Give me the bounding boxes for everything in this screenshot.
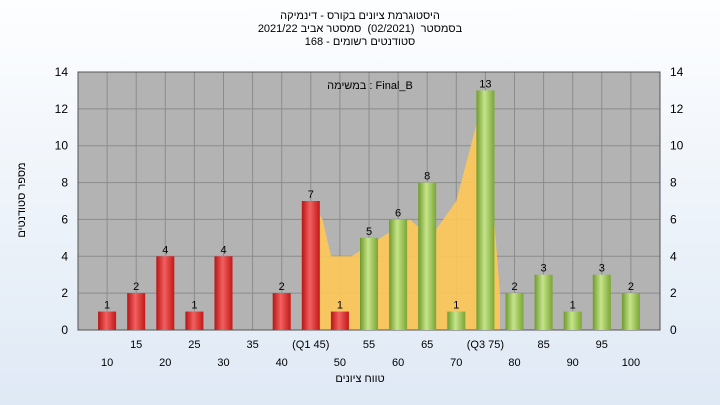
x-tick-label: 85: [537, 339, 549, 351]
bar-value-label: 6: [395, 207, 401, 219]
y-tick-label-right: 14: [670, 65, 684, 79]
x-tick-label: 95: [596, 339, 608, 351]
x-tick-label: (Q1 45): [292, 339, 329, 351]
bar-value-label: 4: [220, 244, 226, 256]
y-tick-label-right: 12: [670, 102, 684, 116]
bar-value-label: 1: [453, 300, 459, 312]
bar-value-label: 7: [308, 189, 314, 201]
histogram-bar: [272, 293, 291, 330]
histogram-bar: [360, 237, 378, 330]
y-tick-label-left: 10: [55, 139, 69, 153]
y-tick-label-right: 10: [670, 139, 684, 153]
histogram-bar: [156, 256, 175, 330]
x-tick-label: 10: [101, 357, 113, 369]
x-tick-label: 60: [392, 357, 404, 369]
histogram-bar: [563, 311, 582, 330]
bar-value-label: 4: [162, 244, 168, 256]
chart-title: היסטוגרמת ציונים בקורס - דינמיקה: [280, 10, 440, 22]
task-annotation: במשימה : Final_B: [327, 80, 413, 92]
histogram-bar: [505, 293, 524, 330]
bar-value-label: 2: [279, 281, 285, 293]
y-tick-label-right: 2: [670, 286, 677, 300]
bar-value-label: 8: [424, 171, 430, 183]
x-tick-label: 90: [567, 357, 579, 369]
y-tick-label-left: 0: [61, 323, 68, 337]
histogram-bar: [621, 293, 640, 330]
x-tick-label: (Q3 75): [467, 339, 504, 351]
y-tick-label-left: 8: [61, 176, 68, 190]
chart-subtitle-semester: בסמסטר (02/2021) סמסטר אביב 2021/22: [257, 23, 463, 35]
histogram-bar: [447, 311, 466, 330]
y-tick-label-right: 4: [670, 249, 677, 263]
x-tick-label: 15: [130, 339, 142, 351]
histogram-bar: [418, 182, 437, 330]
histogram-bar: [476, 90, 495, 330]
bar-value-label: 1: [337, 300, 343, 312]
bar-value-label: 5: [366, 226, 372, 238]
bar-value-label: 1: [570, 300, 576, 312]
x-tick-label: 40: [276, 357, 288, 369]
x-tick-label: 55: [363, 339, 375, 351]
y-tick-label-left: 12: [55, 102, 69, 116]
bar-value-label: 1: [191, 300, 197, 312]
chart-title-block: היסטוגרמת ציונים בקורס - דינמיקה בסמסטר …: [0, 10, 720, 49]
histogram-bar: [592, 274, 611, 330]
x-axis-label: טווח ציונים: [335, 373, 385, 385]
x-tick-label: 80: [508, 357, 520, 369]
y-tick-label-right: 8: [670, 176, 677, 190]
histogram-bar: [534, 274, 553, 330]
x-tick-label: 65: [421, 339, 433, 351]
y-axis-label: מספר סטודנטים: [16, 162, 28, 238]
histogram-bar: [185, 311, 204, 330]
histogram-bar: [389, 219, 408, 330]
histogram-bar: [127, 293, 146, 330]
x-tick-label: 50: [334, 357, 346, 369]
bar-value-label: 2: [133, 281, 139, 293]
x-tick-label: 30: [217, 357, 229, 369]
bar-value-label: 2: [628, 281, 634, 293]
bar-value-label: 2: [511, 281, 517, 293]
y-tick-label-left: 4: [61, 249, 68, 263]
y-tick-label-right: 0: [670, 323, 677, 337]
y-tick-label-left: 14: [55, 65, 69, 79]
x-tick-label: 25: [188, 339, 200, 351]
histogram-bar: [214, 256, 233, 330]
bar-value-label: 1: [104, 300, 110, 312]
distribution-area: [310, 90, 500, 330]
x-tick-label: 70: [450, 357, 462, 369]
histogram-bar: [330, 311, 349, 330]
y-tick-label-left: 6: [61, 212, 68, 226]
histogram-bar: [98, 311, 117, 330]
y-tick-label-left: 2: [61, 286, 68, 300]
bar-value-label: 3: [541, 263, 547, 275]
chart-subtitle-students: סטודנטים רשומים - 168: [304, 36, 416, 48]
x-tick-label: 35: [246, 339, 258, 351]
bar-value-label: 13: [479, 78, 491, 90]
y-tick-label-right: 6: [670, 212, 677, 226]
x-tick-label: 20: [159, 357, 171, 369]
x-tick-label: 100: [622, 357, 640, 369]
histogram-bar: [301, 201, 320, 330]
bar-value-label: 3: [599, 263, 605, 275]
